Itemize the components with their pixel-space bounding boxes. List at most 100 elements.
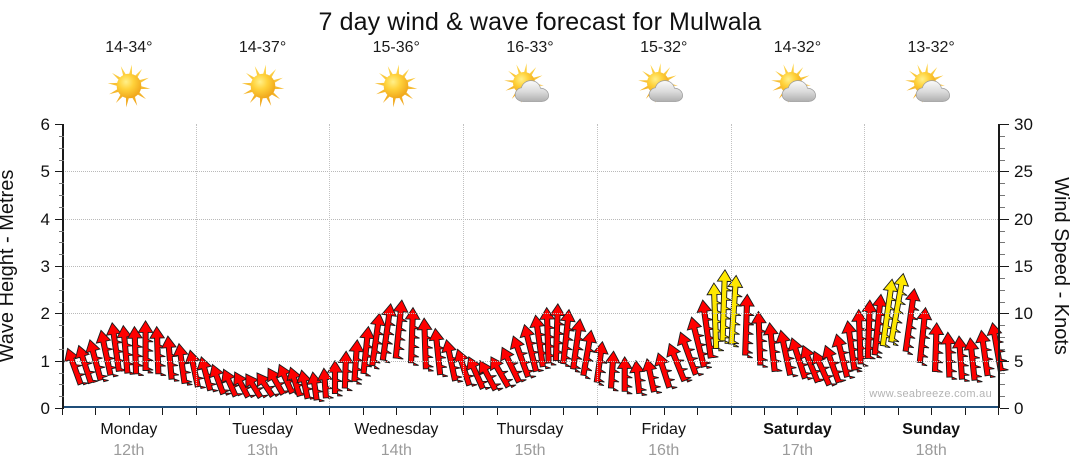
wind-arrow xyxy=(160,335,180,382)
axis-tick-label: 10 xyxy=(1014,304,1033,324)
axis-tick-label: 1 xyxy=(40,351,50,371)
day-date-label: 13th xyxy=(247,442,279,459)
axis-tick-label: 3 xyxy=(40,257,50,276)
axis-tick-major xyxy=(1000,408,1009,409)
day-header-saturday: 14-32° xyxy=(731,38,865,124)
axis-tick-minor xyxy=(59,289,64,291)
axis-tick-label: 6 xyxy=(40,115,50,134)
x-axis-tick xyxy=(730,408,732,415)
wind-arrow xyxy=(196,356,219,393)
wind-arrow xyxy=(727,274,744,348)
x-axis-tick xyxy=(62,408,63,415)
axis-tick-minor xyxy=(59,372,64,374)
axis-tick-minor xyxy=(1000,183,1005,185)
axis-tick-minor xyxy=(59,337,64,338)
wind-arrow xyxy=(369,312,386,370)
day-footer-thursday: Thursday 15th xyxy=(463,420,597,470)
wind-arrow xyxy=(116,324,136,375)
x-axis-tick xyxy=(663,408,665,415)
wind-arrow xyxy=(392,299,409,360)
day-date-label: 16th xyxy=(648,442,680,459)
axis-tick-minor xyxy=(59,206,64,208)
axis-tick-minor xyxy=(59,301,64,303)
axis-tick-label: 0 xyxy=(40,399,50,418)
y-axis-right: 0 5 10 15 20 25 30 xyxy=(998,116,1033,417)
x-axis-tick xyxy=(797,408,799,415)
axis-tick-minor xyxy=(1000,348,1005,350)
wind-arrow xyxy=(478,359,504,392)
axis-tick-minor xyxy=(1000,195,1005,196)
gridline-horizontal xyxy=(62,218,998,220)
x-axis-tick xyxy=(630,408,632,415)
day-footer-monday: Monday 12th xyxy=(62,420,196,470)
wind-arrow xyxy=(654,352,678,390)
axis-tick-minor xyxy=(59,195,64,196)
wind-arrow xyxy=(716,268,733,344)
wind-arrow xyxy=(831,333,856,380)
x-axis-tick xyxy=(463,408,465,415)
wind-arrow xyxy=(105,321,127,372)
axis-tick-minor xyxy=(1000,147,1005,149)
x-axis-tick xyxy=(262,408,264,415)
axis-tick-major xyxy=(1000,360,1009,362)
wind-arrow xyxy=(641,357,663,395)
x-axis-tick xyxy=(998,408,999,415)
wind-arrow xyxy=(821,344,847,384)
wind-arrow xyxy=(74,344,99,385)
x-axis-tick xyxy=(296,408,297,415)
day-name-label: Tuesday xyxy=(232,421,293,438)
axis-tick-minor xyxy=(1000,372,1005,374)
axis-tick-major xyxy=(55,266,64,267)
axis-tick-minor xyxy=(1000,230,1005,232)
sun-icon xyxy=(98,60,160,112)
day-header-thursday: 16-33° xyxy=(463,38,597,124)
wind-arrow xyxy=(811,350,838,387)
axis-tick-minor xyxy=(1000,384,1005,386)
axis-tick-major xyxy=(1000,218,1009,220)
x-axis-tick xyxy=(764,408,765,415)
axis-tick-major xyxy=(1000,171,1009,173)
day-name-label: Saturday xyxy=(763,421,832,438)
x-axis-tick xyxy=(897,408,899,415)
wind-arrow xyxy=(529,314,551,370)
temperature-range-label: 14-37° xyxy=(238,39,287,56)
wind-arrow xyxy=(916,306,933,367)
axis-tick-label: 25 xyxy=(1014,162,1033,182)
axis-tick-major xyxy=(55,218,64,220)
partly-cloudy-icon xyxy=(900,60,962,112)
axis-tick-minor xyxy=(59,348,64,350)
wind-arrow xyxy=(296,369,316,400)
wind-arrow xyxy=(580,329,598,380)
axis-tick-minor xyxy=(59,242,64,244)
wind-arrow xyxy=(208,363,232,396)
wind-arrow xyxy=(256,372,281,399)
partly-cloudy-icon xyxy=(766,60,828,112)
wind-arrow xyxy=(629,359,648,396)
wind-arrow xyxy=(928,321,945,373)
wind-arrow xyxy=(137,320,154,374)
axis-tick-label: 15 xyxy=(1014,257,1033,276)
day-header-sunday: 13-32° xyxy=(864,38,998,124)
temperature-range-label: 16-33° xyxy=(506,39,554,56)
day-header-friday: 15-32° xyxy=(597,38,731,124)
day-name-label: Sunday xyxy=(902,421,961,438)
axis-tick-minor xyxy=(59,325,64,327)
wind-arrow xyxy=(951,335,970,382)
y-axis-left-title: Wave Height - Metres xyxy=(0,169,18,363)
day-header-row: 14-34° 14-37° 15-36° 16-33° 15-32° 14-32° 13-3… xyxy=(62,38,998,124)
x-axis-tick xyxy=(229,408,231,415)
axis-tick-major xyxy=(1000,266,1009,267)
wind-arrow xyxy=(841,320,863,373)
temperature-range-label: 15-32° xyxy=(640,39,688,56)
wind-arrow xyxy=(676,331,704,377)
x-axis-tick xyxy=(964,408,966,415)
wind-arrow xyxy=(559,308,576,368)
axis-tick-minor xyxy=(1000,277,1005,279)
x-axis-tick xyxy=(931,408,933,415)
x-axis-tick xyxy=(530,408,531,415)
gridline-day-separator xyxy=(596,124,598,408)
gridline-day-separator xyxy=(864,124,866,408)
sun-icon xyxy=(365,60,427,112)
day-date-label: 12th xyxy=(113,442,145,459)
axis-tick-major xyxy=(55,360,64,362)
